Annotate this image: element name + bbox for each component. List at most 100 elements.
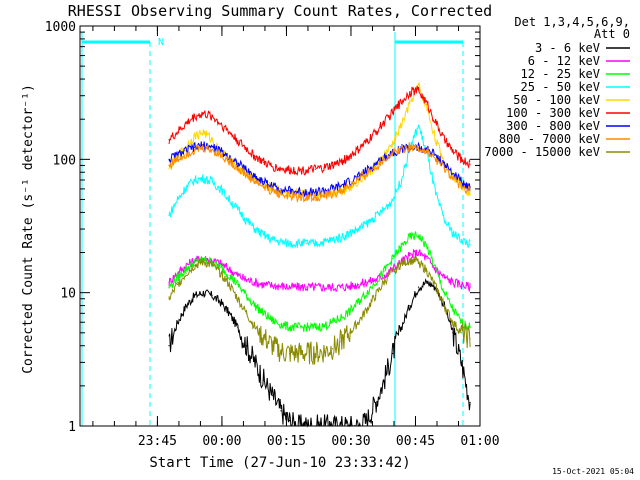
data-point [168, 164, 170, 166]
data-point [177, 154, 179, 156]
data-point [220, 301, 222, 303]
series-line [168, 255, 471, 365]
data-point [288, 195, 291, 197]
data-point [263, 312, 265, 314]
data-point [452, 150, 454, 152]
data-point [306, 196, 308, 198]
data-point [297, 352, 299, 355]
data-point [168, 158, 170, 160]
data-point [323, 241, 325, 243]
data-point [409, 103, 411, 105]
data-point [263, 186, 265, 188]
data-point [254, 281, 256, 283]
data-point [271, 166, 273, 168]
data-point [460, 284, 463, 286]
data-point [374, 216, 377, 218]
data-point [168, 168, 170, 170]
data-point [211, 264, 213, 267]
data-point [194, 146, 196, 148]
data-point [271, 239, 273, 241]
data-point [392, 258, 394, 260]
data-point [417, 261, 420, 263]
series-line [168, 141, 471, 198]
data-point [374, 281, 377, 283]
series-5 [168, 85, 471, 176]
data-point [168, 139, 170, 141]
data-point [194, 135, 196, 137]
data-point [331, 188, 334, 190]
data-point [366, 281, 368, 283]
data-point [288, 286, 291, 288]
data-point [314, 326, 316, 328]
data-point [409, 254, 411, 257]
data-point [280, 285, 282, 287]
data-point [254, 176, 256, 178]
data-point [417, 251, 420, 254]
data-point [185, 268, 187, 270]
data-point [426, 103, 428, 105]
data-point [228, 274, 230, 276]
legend-label: 12 - 25 keV [521, 67, 600, 81]
data-point [306, 191, 308, 193]
data-point [400, 246, 402, 248]
data-point [185, 272, 187, 274]
data-point [323, 195, 325, 197]
data-point [314, 286, 316, 288]
data-point [263, 181, 265, 183]
data-point [383, 270, 385, 272]
data-point [323, 351, 325, 353]
data-point [374, 295, 377, 297]
data-point [460, 239, 463, 241]
data-point [426, 152, 428, 154]
data-point [237, 326, 239, 328]
plot-frame [79, 25, 481, 427]
data-point [280, 168, 282, 170]
y-tick-label: 10 [60, 287, 76, 302]
data-point [314, 191, 316, 193]
data-point [297, 191, 299, 193]
data-point [245, 174, 248, 176]
data-point [297, 196, 299, 198]
legend-label: 50 - 100 keV [513, 93, 600, 107]
data-point [306, 169, 308, 171]
data-point [383, 379, 385, 381]
data-point [460, 185, 463, 187]
data-point [202, 147, 204, 149]
data-point [177, 158, 179, 160]
data-point [185, 123, 187, 125]
series-7 [168, 142, 471, 204]
data-point [357, 301, 359, 303]
data-point [417, 234, 420, 236]
data-point [280, 241, 282, 243]
data-point [366, 170, 368, 172]
data-point [452, 281, 454, 283]
series-line [168, 85, 471, 176]
data-point [435, 268, 437, 270]
data-point [288, 242, 291, 244]
data-point [202, 177, 204, 179]
data-point [435, 139, 437, 141]
data-point [452, 173, 454, 175]
data-point [417, 147, 420, 149]
data-point [280, 351, 282, 353]
data-point [383, 121, 385, 123]
data-point [177, 284, 179, 286]
data-point [409, 91, 411, 93]
data-point [426, 246, 428, 248]
data-point [228, 312, 230, 314]
data-point [323, 286, 325, 288]
data-point [452, 177, 454, 179]
x-tick-label: 23:45 [138, 434, 177, 449]
data-point [340, 185, 342, 187]
data-point [331, 321, 334, 323]
data-point [392, 270, 394, 272]
data-point [460, 361, 463, 363]
data-point [392, 268, 394, 270]
data-point [366, 173, 368, 175]
data-point [443, 292, 445, 294]
data-point [349, 311, 351, 313]
legend-label: 7000 - 15000 keV [484, 145, 600, 159]
data-point [194, 261, 196, 263]
data-point [211, 259, 213, 261]
data-point [340, 340, 342, 343]
